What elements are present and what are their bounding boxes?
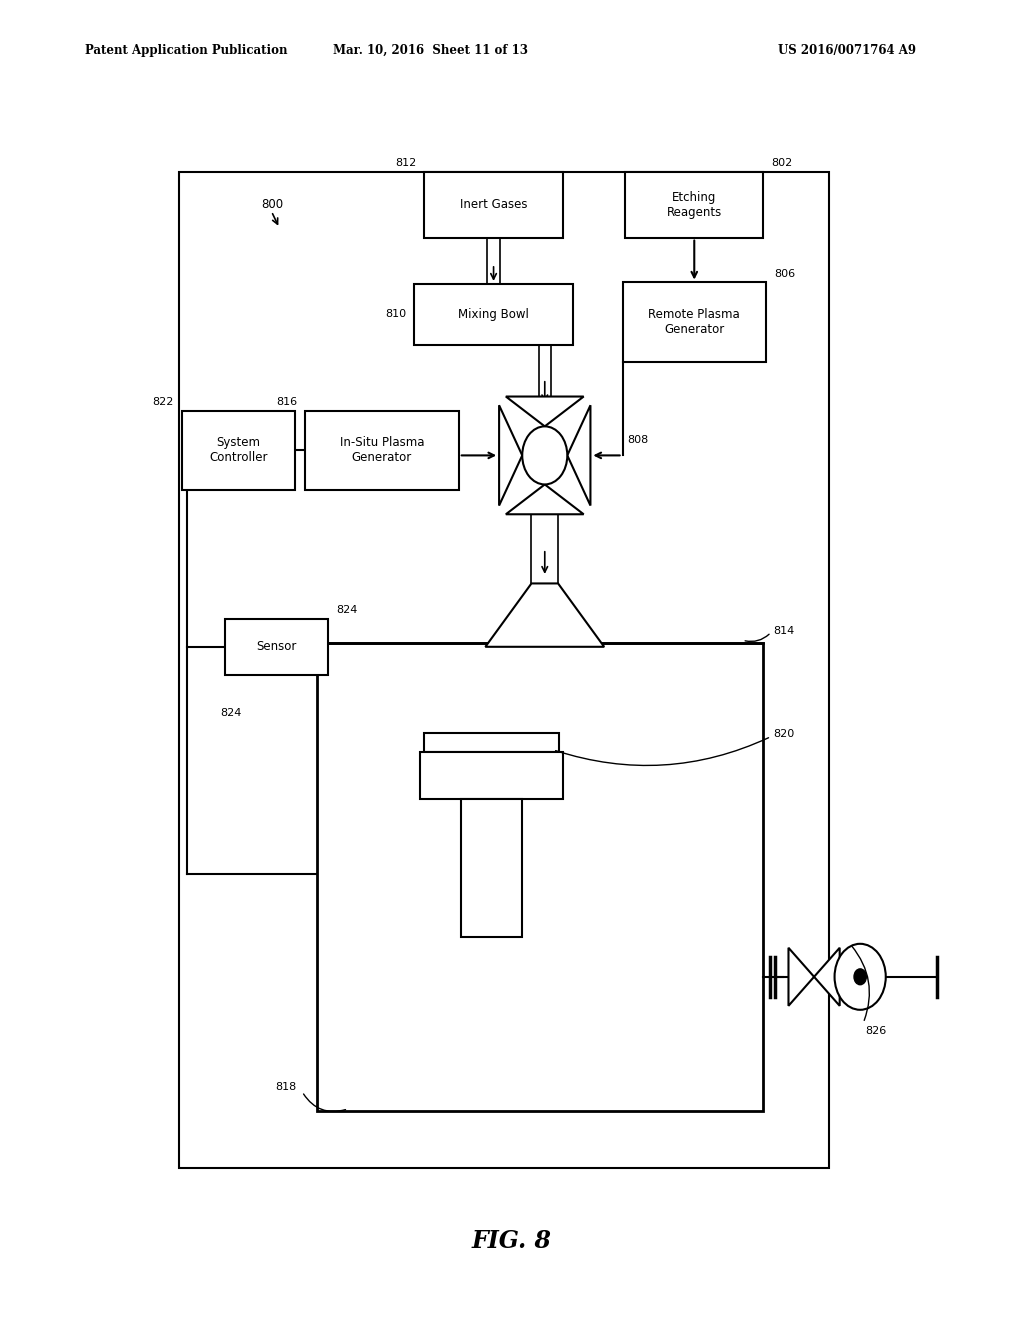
FancyArrowPatch shape [745, 634, 769, 642]
Bar [420, 752, 563, 799]
Bar [461, 799, 522, 937]
Polygon shape [567, 405, 591, 506]
Bar [414, 284, 573, 345]
Circle shape [522, 426, 567, 484]
Bar [225, 619, 328, 675]
Bar [623, 282, 766, 362]
Polygon shape [499, 405, 522, 506]
Polygon shape [814, 948, 840, 1006]
Bar [625, 172, 764, 238]
Bar [179, 172, 829, 1168]
Circle shape [854, 969, 866, 985]
Polygon shape [506, 396, 584, 426]
Bar [182, 411, 295, 490]
Text: 824: 824 [220, 708, 242, 718]
Text: 816: 816 [275, 396, 297, 407]
Text: In-Situ Plasma
Generator: In-Situ Plasma Generator [340, 436, 424, 465]
Text: 822: 822 [153, 396, 174, 407]
Text: 806: 806 [774, 268, 796, 279]
Text: Inert Gases: Inert Gases [460, 198, 527, 211]
Text: Mar. 10, 2016  Sheet 11 of 13: Mar. 10, 2016 Sheet 11 of 13 [333, 44, 527, 57]
FancyArrowPatch shape [852, 946, 869, 1020]
Text: 818: 818 [275, 1081, 297, 1092]
Text: 810: 810 [385, 309, 406, 319]
FancyArrowPatch shape [556, 738, 769, 766]
Text: Mixing Bowl: Mixing Bowl [458, 308, 529, 321]
Text: System
Controller: System Controller [209, 436, 268, 465]
Text: Sensor: Sensor [256, 640, 297, 653]
Text: 812: 812 [395, 157, 416, 168]
Text: 814: 814 [773, 626, 795, 636]
FancyArrowPatch shape [303, 1094, 345, 1111]
Text: Patent Application Publication: Patent Application Publication [85, 44, 288, 57]
Polygon shape [788, 948, 814, 1006]
Text: US 2016/0071764 A9: US 2016/0071764 A9 [778, 44, 916, 57]
Text: 802: 802 [772, 157, 793, 168]
Bar [317, 643, 763, 1111]
Text: 826: 826 [865, 1026, 887, 1036]
Text: 824: 824 [336, 605, 357, 615]
Polygon shape [485, 583, 604, 647]
Text: Etching
Reagents: Etching Reagents [667, 190, 722, 219]
Bar [424, 172, 563, 238]
Text: Remote Plasma
Generator: Remote Plasma Generator [648, 308, 740, 337]
Bar [424, 733, 559, 752]
Circle shape [835, 944, 886, 1010]
Text: 808: 808 [628, 434, 649, 445]
Text: 800: 800 [261, 198, 284, 211]
Bar [305, 411, 459, 490]
Text: 820: 820 [773, 729, 795, 739]
Text: FIG. 8: FIG. 8 [472, 1229, 552, 1253]
Polygon shape [506, 484, 584, 515]
